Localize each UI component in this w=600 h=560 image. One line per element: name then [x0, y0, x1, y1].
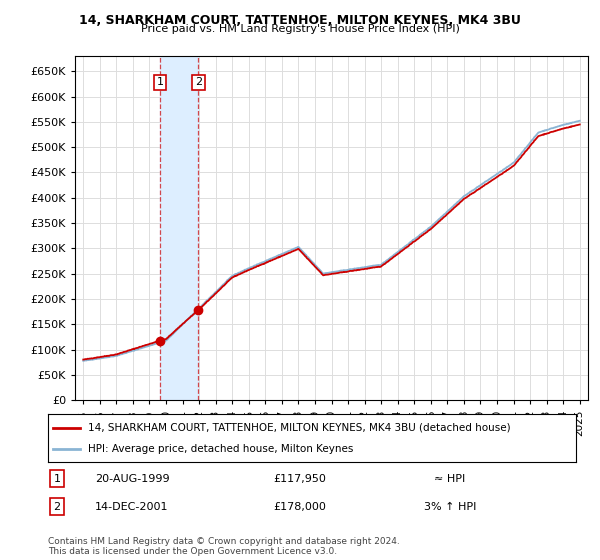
Text: 1: 1 — [53, 474, 61, 484]
Text: £117,950: £117,950 — [274, 474, 326, 484]
Text: ≈ HPI: ≈ HPI — [434, 474, 466, 484]
Text: 20-AUG-1999: 20-AUG-1999 — [95, 474, 169, 484]
Text: HPI: Average price, detached house, Milton Keynes: HPI: Average price, detached house, Milt… — [88, 444, 353, 454]
Text: 14, SHARKHAM COURT, TATTENHOE, MILTON KEYNES, MK4 3BU (detached house): 14, SHARKHAM COURT, TATTENHOE, MILTON KE… — [88, 423, 510, 433]
Text: 3% ↑ HPI: 3% ↑ HPI — [424, 502, 476, 512]
Text: £178,000: £178,000 — [274, 502, 326, 512]
Text: 14-DEC-2001: 14-DEC-2001 — [95, 502, 169, 512]
Text: Price paid vs. HM Land Registry's House Price Index (HPI): Price paid vs. HM Land Registry's House … — [140, 24, 460, 34]
Text: 14, SHARKHAM COURT, TATTENHOE, MILTON KEYNES, MK4 3BU: 14, SHARKHAM COURT, TATTENHOE, MILTON KE… — [79, 14, 521, 27]
Text: 1: 1 — [157, 77, 163, 87]
Text: 2: 2 — [53, 502, 61, 512]
Bar — [160, 56, 198, 400]
Text: This data is licensed under the Open Government Licence v3.0.: This data is licensed under the Open Gov… — [48, 547, 337, 556]
Text: Contains HM Land Registry data © Crown copyright and database right 2024.: Contains HM Land Registry data © Crown c… — [48, 537, 400, 546]
Text: 2: 2 — [195, 77, 202, 87]
